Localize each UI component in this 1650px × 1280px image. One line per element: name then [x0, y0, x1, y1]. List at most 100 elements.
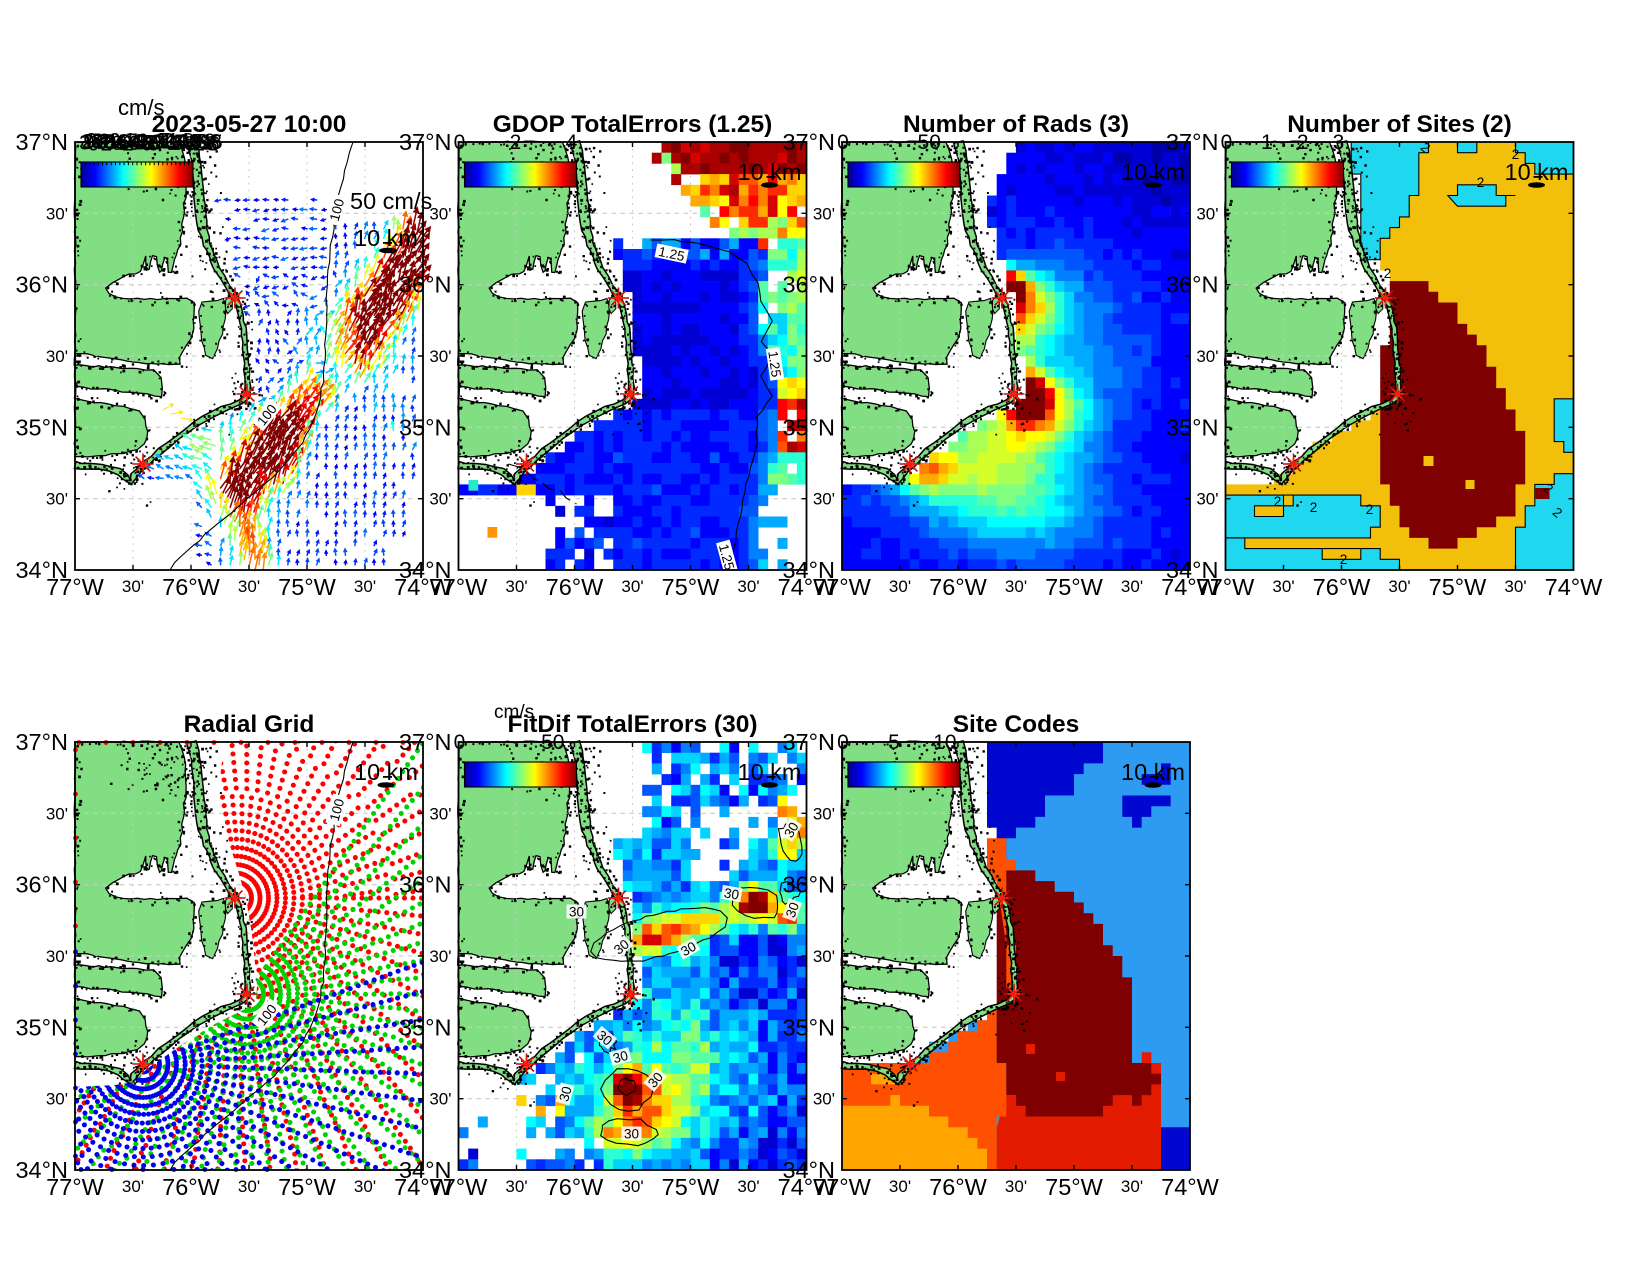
svg-text:77°W: 77°W: [813, 574, 872, 600]
svg-text:35°N: 35°N: [15, 1014, 68, 1040]
svg-text:7: 7: [94, 131, 106, 154]
svg-text:74°W: 74°W: [1545, 574, 1604, 600]
svg-text:75°W: 75°W: [278, 1174, 337, 1200]
svg-text:30': 30': [46, 804, 68, 823]
svg-text:34°N: 34°N: [15, 1157, 68, 1183]
svg-text:6: 6: [172, 132, 184, 155]
svg-text:34°N: 34°N: [399, 1157, 452, 1183]
svg-text:4: 4: [187, 131, 199, 154]
svg-text:30': 30': [429, 204, 451, 223]
svg-text:10 km: 10 km: [354, 759, 418, 785]
svg-text:30': 30': [737, 577, 759, 596]
svg-text:2: 2: [101, 132, 113, 155]
svg-text:30': 30': [505, 1177, 527, 1196]
svg-text:9: 9: [83, 131, 95, 154]
svg-text:5: 5: [148, 133, 160, 156]
svg-text:30': 30': [46, 490, 68, 509]
svg-text:35°N: 35°N: [399, 414, 452, 440]
svg-text:0: 0: [178, 130, 190, 153]
svg-text:37°N: 37°N: [399, 129, 452, 155]
svg-text:30: 30: [611, 936, 632, 957]
svg-text:GDOP TotalErrors (1.25): GDOP TotalErrors (1.25): [493, 111, 773, 138]
svg-text:74°W: 74°W: [394, 1174, 453, 1200]
svg-text:34°N: 34°N: [15, 557, 68, 583]
svg-text:30: 30: [594, 1027, 615, 1048]
svg-text:2: 2: [81, 131, 93, 154]
svg-text:8: 8: [204, 130, 216, 153]
svg-text:35°N: 35°N: [1166, 414, 1219, 440]
svg-text:9: 9: [169, 132, 181, 155]
svg-text:8: 8: [182, 129, 194, 152]
svg-text:50: 50: [918, 131, 941, 154]
svg-text:50: 50: [541, 731, 564, 754]
svg-text:36°N: 36°N: [15, 272, 68, 298]
svg-text:3: 3: [152, 132, 164, 155]
svg-text:8: 8: [210, 130, 222, 153]
svg-text:2: 2: [163, 129, 175, 152]
svg-text:77°W: 77°W: [46, 574, 105, 600]
svg-text:2: 2: [189, 132, 201, 155]
svg-text:2: 2: [1297, 131, 1309, 154]
svg-text:30': 30': [46, 347, 68, 366]
svg-text:4: 4: [131, 131, 143, 154]
svg-text:3: 3: [206, 133, 218, 156]
svg-text:4: 4: [566, 131, 578, 154]
svg-text:9: 9: [150, 131, 162, 154]
svg-text:35°N: 35°N: [782, 1014, 835, 1040]
svg-text:5: 5: [191, 130, 203, 153]
svg-text:9: 9: [154, 130, 166, 153]
svg-text:2: 2: [1340, 552, 1348, 567]
svg-text:74°W: 74°W: [778, 574, 837, 600]
svg-text:37°N: 37°N: [15, 729, 68, 755]
svg-text:35°N: 35°N: [399, 1014, 452, 1040]
svg-text:1: 1: [180, 130, 192, 153]
svg-text:37°N: 37°N: [15, 129, 68, 155]
svg-text:30': 30': [122, 1177, 144, 1196]
svg-text:5: 5: [174, 131, 186, 154]
svg-text:30': 30': [46, 947, 68, 966]
svg-text:30': 30': [1196, 204, 1218, 223]
svg-text:1: 1: [156, 129, 168, 152]
svg-text:76°W: 76°W: [546, 1174, 605, 1200]
svg-text:10 km: 10 km: [1121, 759, 1185, 785]
svg-text:75°W: 75°W: [278, 574, 337, 600]
svg-text:36°N: 36°N: [782, 872, 835, 898]
svg-text:30': 30': [429, 347, 451, 366]
svg-text:2: 2: [193, 132, 205, 155]
svg-text:36°N: 36°N: [399, 272, 452, 298]
svg-text:30': 30': [1272, 577, 1294, 596]
svg-text:6: 6: [195, 131, 207, 154]
svg-text:30': 30': [1196, 490, 1218, 509]
svg-text:1: 1: [202, 131, 214, 154]
svg-text:6: 6: [165, 132, 177, 155]
svg-text:34°N: 34°N: [399, 557, 452, 583]
svg-text:36°N: 36°N: [1166, 272, 1219, 298]
svg-text:34°N: 34°N: [1166, 557, 1219, 583]
svg-text:30': 30': [1196, 347, 1218, 366]
svg-text:10 km: 10 km: [354, 225, 418, 251]
svg-text:2: 2: [98, 130, 110, 153]
svg-text:8: 8: [135, 131, 147, 154]
svg-text:1.25: 1.25: [765, 350, 784, 378]
svg-text:76°W: 76°W: [162, 574, 221, 600]
svg-text:6: 6: [128, 132, 140, 155]
svg-text:Number of Rads (3): Number of Rads (3): [903, 111, 1129, 138]
svg-text:30: 30: [556, 1085, 574, 1103]
svg-text:30': 30': [1121, 1177, 1143, 1196]
svg-text:100: 100: [327, 797, 347, 823]
svg-text:1.25: 1.25: [657, 244, 686, 264]
svg-text:77°W: 77°W: [430, 574, 489, 600]
svg-text:30': 30': [889, 1177, 911, 1196]
svg-text:6: 6: [116, 132, 128, 155]
svg-text:2: 2: [146, 132, 158, 155]
svg-text:3: 3: [1333, 131, 1345, 154]
svg-text:37°N: 37°N: [782, 729, 835, 755]
svg-text:2: 2: [1274, 494, 1282, 509]
svg-text:77°W: 77°W: [1197, 574, 1256, 600]
svg-text:8: 8: [197, 131, 209, 154]
svg-text:FitDif TotalErrors (30): FitDif TotalErrors (30): [507, 711, 757, 738]
svg-text:3: 3: [79, 131, 91, 154]
svg-text:10 km: 10 km: [1505, 159, 1569, 185]
svg-text:1: 1: [107, 130, 119, 153]
svg-text:1: 1: [124, 129, 136, 152]
